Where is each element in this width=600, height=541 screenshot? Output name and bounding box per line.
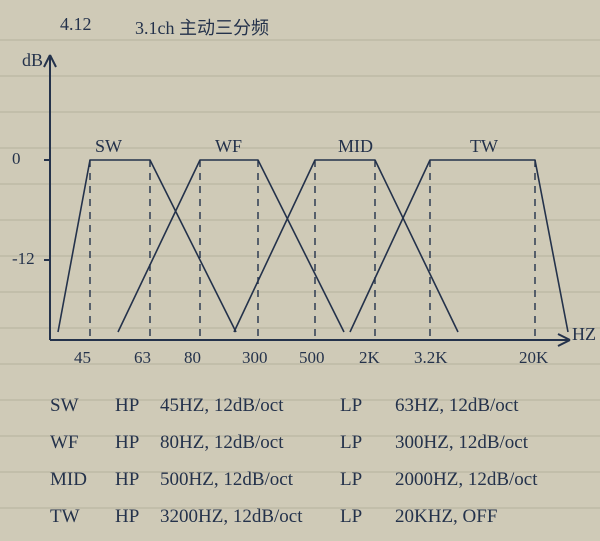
table-lp-label: LP [340,395,362,417]
table-name: TW [50,506,80,528]
table-lp-value: 2000HZ, 12dB/oct [395,469,538,491]
y-tick: -12 [12,249,35,269]
diagram-svg [0,0,600,541]
table-hp-value: 45HZ, 12dB/oct [160,395,284,417]
table-name: SW [50,395,79,417]
table-lp-value: 300HZ, 12dB/oct [395,432,528,454]
table-hp-value: 80HZ, 12dB/oct [160,432,284,454]
paper-page: 4.12 3.1ch 主动三分频 dB HZ 0 -12 45 63 80 300 500… [0,0,600,541]
y-axis-label: dB [22,50,43,71]
table-lp-label: LP [340,432,362,454]
band-label-sw: SW [95,136,122,157]
x-tick: 3.2K [414,348,448,368]
x-tick: 45 [74,348,91,368]
y-tick: 0 [12,149,21,169]
table-name: MID [50,469,87,491]
table-hp-label: HP [115,469,139,491]
table-hp-label: HP [115,506,139,528]
x-tick: 20K [519,348,548,368]
table-hp-value: 500HZ, 12dB/oct [160,469,293,491]
x-tick: 80 [184,348,201,368]
table-hp-value: 3200HZ, 12dB/oct [160,506,303,528]
x-tick: 63 [134,348,151,368]
band-label-tw: TW [470,136,498,157]
x-tick: 300 [242,348,268,368]
table-lp-label: LP [340,506,362,528]
x-axis-label: HZ [572,324,596,345]
band-label-wf: WF [215,136,242,157]
table-lp-value: 20KHZ, OFF [395,506,497,528]
x-tick: 2K [359,348,380,368]
table-hp-label: HP [115,395,139,417]
band-label-mid: MID [338,136,373,157]
table-name: WF [50,432,79,454]
section-number: 4.12 [60,14,92,35]
page-title: 3.1ch 主动三分频 [135,14,269,40]
table-lp-label: LP [340,469,362,491]
table-lp-value: 63HZ, 12dB/oct [395,395,519,417]
table-hp-label: HP [115,432,139,454]
x-tick: 500 [299,348,325,368]
